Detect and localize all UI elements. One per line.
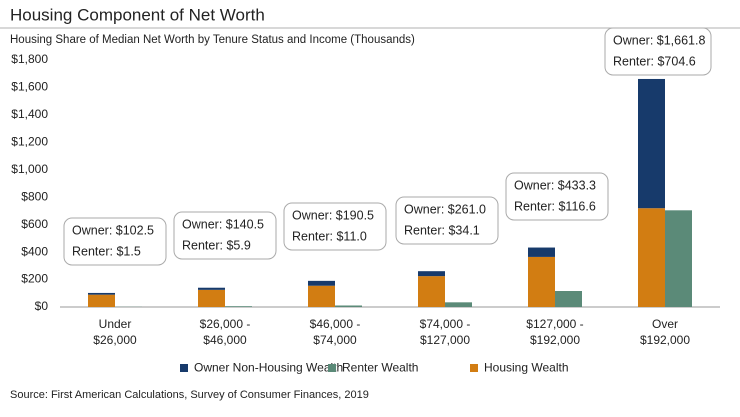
legend-swatch — [470, 364, 478, 372]
annotation-box — [283, 202, 387, 251]
legend-label: Owner Non-Housing Wealth — [194, 361, 343, 375]
annotation-box — [505, 172, 609, 221]
bar — [665, 210, 692, 307]
bar — [308, 285, 335, 307]
y-tick-label: $1,200 — [11, 135, 48, 149]
annotation-text: Owner: $261.0 — [404, 202, 486, 216]
annotation-text: Owner: $1,661.8 — [613, 33, 705, 47]
x-tick-line: $127,000 — [420, 333, 470, 347]
y-tick-label: $200 — [21, 272, 48, 286]
x-tick-label: Under $26,000 — [93, 317, 137, 347]
bar — [638, 78, 665, 209]
y-tick-label: $400 — [21, 244, 48, 258]
bar — [418, 271, 445, 277]
annotation-text: Owner: $140.5 — [182, 217, 264, 231]
bar — [198, 289, 225, 307]
x-tick-line: $26,000 — [93, 333, 137, 347]
bar — [555, 290, 582, 307]
legend-label: Housing Wealth — [484, 361, 569, 375]
bar — [308, 280, 335, 286]
y-tick-label: $0 — [35, 299, 49, 313]
y-tick-label: $1,400 — [11, 107, 48, 121]
x-tick-line: $46,000 - — [310, 317, 361, 331]
annotation-text: Owner: $433.3 — [514, 178, 596, 192]
legend-swatch — [180, 364, 188, 372]
x-tick-line: Over — [652, 317, 678, 331]
x-tick-line: $192,000 — [530, 333, 580, 347]
y-tick-label: $1,800 — [11, 52, 48, 66]
x-tick-label: $74,000 - $127,000 — [420, 317, 471, 347]
annotation-text: Owner: $190.5 — [292, 208, 374, 222]
x-tick-line: $74,000 - — [420, 317, 471, 331]
chart-title: Housing Component of Net Worth — [10, 5, 265, 24]
annotation-box — [63, 217, 167, 266]
x-tick-label: $127,000 - $192,000 — [526, 317, 583, 347]
chart-subtitle: Housing Share of Median Net Worth by Ten… — [10, 34, 415, 46]
y-tick-label: $800 — [21, 189, 48, 203]
x-tick-label: Over $192,000 — [640, 317, 690, 347]
legend-label: Renter Wealth — [342, 361, 418, 375]
y-tick-label: $600 — [21, 217, 48, 231]
x-tick-label: $46,000 - $74,000 — [310, 317, 361, 347]
bar — [528, 247, 555, 257]
x-tick-label: $26,000 - $46,000 — [200, 317, 251, 347]
annotation-text: Renter: $1.5 — [72, 244, 141, 258]
legend-swatch — [328, 364, 336, 372]
x-tick-line: $127,000 - — [526, 317, 583, 331]
annotation-box — [173, 211, 277, 260]
x-tick-line: $46,000 — [203, 333, 247, 347]
source-note: Source: First American Calculations, Sur… — [10, 389, 369, 401]
x-tick-line: $74,000 — [313, 333, 357, 347]
bar — [638, 208, 665, 307]
annotation-text: Renter: $704.6 — [613, 54, 696, 68]
bar — [198, 287, 225, 290]
annotation-box — [395, 196, 499, 245]
annotation-text: Renter: $11.0 — [292, 229, 367, 243]
annotation-text: Renter: $34.1 — [404, 223, 480, 237]
annotation-text: Renter: $5.9 — [182, 238, 251, 252]
x-tick-line: $192,000 — [640, 333, 690, 347]
x-tick-line: Under — [99, 317, 132, 331]
bar — [418, 276, 445, 307]
bar — [335, 305, 362, 307]
x-tick-line: $26,000 - — [200, 317, 251, 331]
annotation-text: Owner: $102.5 — [72, 223, 154, 237]
bar — [225, 306, 252, 307]
annotation-text: Renter: $116.6 — [514, 199, 596, 213]
bar — [528, 256, 555, 307]
bar — [445, 302, 472, 307]
bar — [88, 294, 115, 307]
y-tick-label: $1,000 — [11, 162, 48, 176]
y-tick-label: $1,600 — [11, 80, 48, 94]
annotation-box — [604, 27, 712, 76]
bar — [88, 292, 115, 295]
